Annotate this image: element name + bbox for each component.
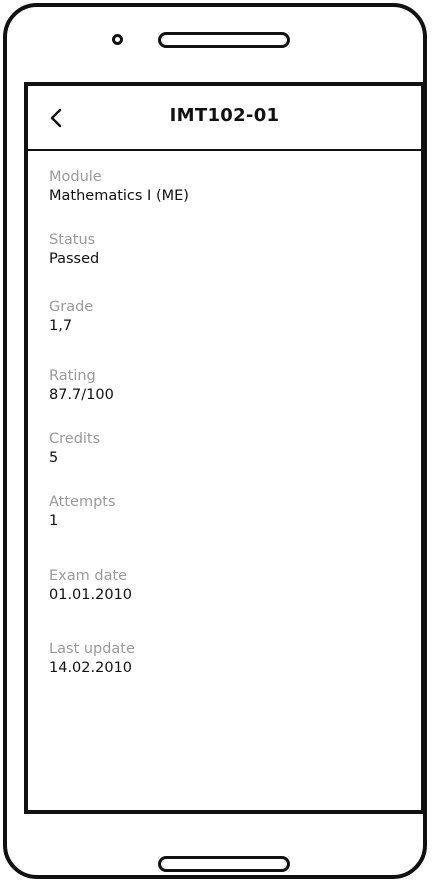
field-label: Rating xyxy=(49,368,96,384)
field-label: Status xyxy=(49,232,96,248)
field-label: Exam date xyxy=(49,568,128,584)
field-value: Passed xyxy=(49,251,100,267)
speaker-slot xyxy=(158,32,290,48)
field-grade: Grade 1,7 xyxy=(49,298,399,336)
field-attempts: Attempts 1 xyxy=(49,493,399,531)
field-value: 01.01.2010 xyxy=(49,587,133,603)
field-value: 14.02.2010 xyxy=(49,660,133,676)
field-credits: Credits 5 xyxy=(49,430,399,468)
field-value: 1,7 xyxy=(49,318,73,334)
app-header: IMT102-01 xyxy=(28,86,421,151)
field-label: Credits xyxy=(49,431,101,447)
page-title: IMT102-01 xyxy=(169,105,280,126)
chevron-left-icon xyxy=(50,108,62,128)
home-button[interactable] xyxy=(158,856,290,872)
field-label: Module xyxy=(49,169,102,185)
field-rating: Rating 87.7/100 xyxy=(49,367,399,405)
field-value: Mathematics I (ME) xyxy=(49,188,189,204)
field-label: Last update xyxy=(49,641,135,657)
field-value: 87.7/100 xyxy=(49,387,114,403)
field-last-update: Last update 14.02.2010 xyxy=(49,640,399,678)
phone-frame: IMT102-01 Module Mathematics I (ME) Stat… xyxy=(3,3,427,879)
field-status: Status Passed xyxy=(49,231,399,269)
field-label: Grade xyxy=(49,299,94,315)
camera-icon xyxy=(112,34,123,45)
back-button[interactable] xyxy=(42,102,70,134)
field-exam-date: Exam date 01.01.2010 xyxy=(49,567,399,605)
screen: IMT102-01 Module Mathematics I (ME) Stat… xyxy=(24,82,425,814)
field-value: 1 xyxy=(49,513,59,529)
field-label: Attempts xyxy=(49,494,116,510)
field-module: Module Mathematics I (ME) xyxy=(49,168,399,206)
field-value: 5 xyxy=(49,450,59,466)
